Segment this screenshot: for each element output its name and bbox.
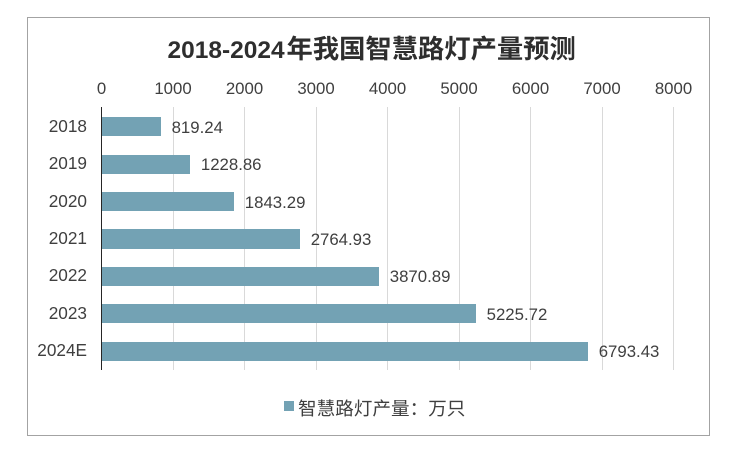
- svg-text:2018-2024: 2018-2024: [168, 37, 285, 64]
